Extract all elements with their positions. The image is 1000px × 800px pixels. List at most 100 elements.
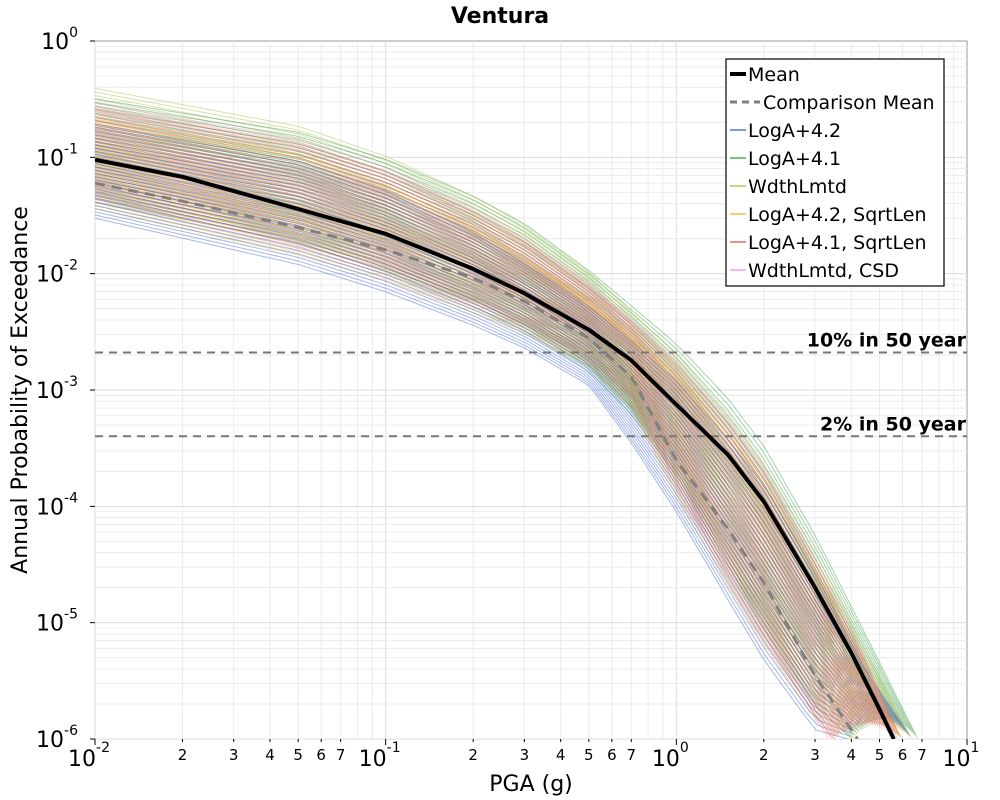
curve-wdthlmtd-csd <box>95 198 832 738</box>
curve-wdthlmtd-csd <box>95 113 891 734</box>
curve-wdthlmtd <box>95 173 862 731</box>
legend-label: LogA+4.2, SqrtLen <box>748 204 927 226</box>
curve-loga-4-1-sqrtlen <box>95 178 849 730</box>
x-minor-tick-label: 2 <box>468 746 478 764</box>
curve-wdthlmtd <box>95 188 854 738</box>
curve-loga-4-2-sqrtlen <box>95 208 833 739</box>
x-minor-tick-label: 3 <box>520 746 530 764</box>
curve-loga-4-1-sqrtlen <box>95 154 867 723</box>
curve-loga-4-1 <box>95 116 907 728</box>
x-axis-label: PGA (g) <box>489 772 573 797</box>
legend-label: LogA+4.1, SqrtLen <box>748 232 927 254</box>
curve-loga-4-2 <box>95 201 860 728</box>
curve-loga-4-1-sqrtlen <box>95 135 881 725</box>
curve-loga-4-1-sqrtlen <box>95 117 894 732</box>
curve-wdthlmtd-csd <box>95 140 872 726</box>
x-minor-tick-label: 3 <box>229 746 239 764</box>
curve-loga-4-1-sqrtlen <box>95 111 899 736</box>
curve-loga-4-1 <box>95 98 918 738</box>
curve-loga-4-1 <box>95 194 858 734</box>
curve-loga-4-2 <box>95 188 868 723</box>
mean-series <box>95 157 896 739</box>
curve-loga-4-2 <box>95 172 879 720</box>
curve-loga-4-2 <box>95 204 857 730</box>
x-tick-label: 101 <box>943 740 980 772</box>
chart-title: Ventura <box>451 4 549 29</box>
curve-loga-4-2-sqrtlen <box>95 199 840 733</box>
curve-loga-4-2 <box>95 198 862 727</box>
curve-loga-4-2 <box>95 182 873 721</box>
curve-loga-4-1 <box>95 133 896 721</box>
curve-wdthlmtd <box>95 184 856 736</box>
curve-wdthlmtd-csd <box>95 184 841 733</box>
curve-loga-4-2-sqrtlen <box>95 177 857 725</box>
curve-loga-4-1 <box>95 126 900 723</box>
curve-wdthlmtd <box>95 127 889 725</box>
curve-wdthlmtd <box>95 116 895 727</box>
curve-loga-4-2 <box>95 137 903 729</box>
mean-line <box>95 157 896 739</box>
legend-box <box>725 58 945 287</box>
curve-loga-4-1-sqrtlen <box>95 147 872 723</box>
curve-loga-4-2-sqrtlen <box>95 118 902 739</box>
curve-wdthlmtd-csd <box>95 157 860 727</box>
y-tick-label: 10-3 <box>36 374 78 404</box>
curve-wdthlmtd <box>95 163 869 728</box>
x-minor-tick-label: 4 <box>265 746 275 764</box>
curve-loga-4-1 <box>95 169 873 722</box>
curve-loga-4-1-sqrtlen <box>95 138 879 725</box>
curve-loga-4-1-sqrtlen <box>95 184 844 733</box>
y-tick-label: 10-4 <box>36 490 78 520</box>
curve-loga-4-2-sqrtlen <box>95 189 847 729</box>
curve-loga-4-2 <box>95 150 894 723</box>
curve-wdthlmtd-csd <box>95 137 874 726</box>
curve-loga-4-2 <box>95 214 851 737</box>
curve-wdthlmtd-csd <box>95 126 881 728</box>
curve-loga-4-1 <box>95 180 867 726</box>
curve-wdthlmtd <box>95 123 891 726</box>
curve-loga-4-2-sqrtlen <box>95 127 895 733</box>
curve-wdthlmtd <box>95 145 879 725</box>
curve-loga-4-2 <box>95 147 896 724</box>
curve-wdthlmtd <box>95 102 903 731</box>
curve-loga-4-2-sqrtlen <box>95 168 864 723</box>
curve-loga-4-1-sqrtlen <box>95 120 892 731</box>
curve-wdthlmtd-csd <box>95 194 834 737</box>
curve-wdthlmtd <box>95 191 852 739</box>
curve-wdthlmtd <box>95 141 881 725</box>
legend: Mean Comparison Mean LogA+4.2 LogA+4.1 WdthL… <box>725 58 945 287</box>
x-minor-tick-label: 6 <box>898 746 908 764</box>
reference-lines: 10% in 50 year 2% in 50 year <box>95 330 967 438</box>
curve-loga-4-1-sqrtlen <box>95 107 901 738</box>
curve-loga-4-2-sqrtlen <box>95 149 878 725</box>
curve-wdthlmtd-csd <box>95 133 877 727</box>
curve-wdthlmtd-csd <box>95 191 836 736</box>
curve-loga-4-2 <box>95 157 890 721</box>
curve-loga-4-2 <box>95 185 870 722</box>
y-axis-label: Annual Probability of Exceedance <box>8 206 33 574</box>
x-tick-label: 10-2 <box>68 740 110 772</box>
curve-loga-4-1-sqrtlen <box>95 129 885 727</box>
curve-loga-4-1-sqrtlen <box>95 141 876 724</box>
curve-loga-4-2-sqrtlen <box>95 202 838 735</box>
reference-line-label: 10% in 50 year <box>807 330 967 352</box>
x-minor-tick-label: 3 <box>810 746 820 764</box>
curve-loga-4-1 <box>95 112 909 730</box>
curve-wdthlmtd <box>95 91 909 736</box>
curve-wdthlmtd <box>95 87 912 738</box>
curve-loga-4-2-sqrtlen <box>95 155 874 724</box>
curve-wdthlmtd <box>95 134 885 725</box>
curve-loga-4-1 <box>95 190 860 732</box>
legend-label: WdthLmtd, CSD <box>748 260 899 282</box>
curve-loga-4-1-sqrtlen <box>95 169 856 727</box>
legend-label: LogA+4.1 <box>748 148 841 170</box>
curve-wdthlmtd-csd <box>95 130 879 728</box>
curve-loga-4-2 <box>95 179 875 721</box>
legend-label: Comparison Mean <box>763 92 935 114</box>
legend-label: Mean <box>748 64 800 86</box>
curve-loga-4-2-sqrtlen <box>95 146 881 725</box>
curve-loga-4-1-sqrtlen <box>95 175 851 729</box>
y-tick-label: 10-1 <box>36 141 78 171</box>
curve-loga-4-2-sqrtlen <box>95 165 866 723</box>
